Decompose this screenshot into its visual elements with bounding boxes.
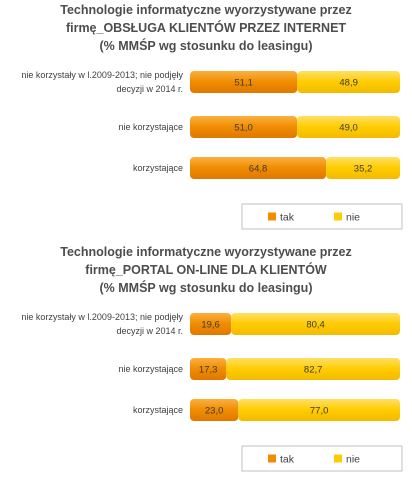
data-label-tak: 51,1 bbox=[234, 78, 253, 89]
data-label-tak: 64,8 bbox=[249, 164, 268, 175]
chart-title-line: Technologie informatyczne wyorzystywane … bbox=[60, 245, 352, 259]
legend: tak nie bbox=[241, 445, 403, 472]
category-label: nie korzystające bbox=[118, 122, 183, 132]
legend-label-tak: tak bbox=[280, 212, 295, 224]
bar-nie bbox=[326, 157, 400, 179]
legend-swatch-tak bbox=[268, 212, 276, 221]
category-label: nie korzystały w l.2009-2013; nie podjęł… bbox=[21, 70, 183, 80]
category-label: decyzji w 2014 r. bbox=[116, 84, 183, 94]
bar-tak bbox=[190, 116, 298, 138]
bar-tak bbox=[190, 399, 239, 421]
legend-swatch-tak bbox=[268, 454, 276, 463]
chart-1: Technologie informatyczne wyorzystywane … bbox=[21, 3, 403, 230]
legend-label-nie: nie bbox=[346, 212, 360, 224]
legend-label-tak: tak bbox=[280, 454, 295, 466]
data-label-nie: 77,0 bbox=[310, 406, 329, 417]
bar-tak bbox=[190, 313, 232, 335]
bar-tak bbox=[190, 358, 227, 380]
data-label-nie: 48,9 bbox=[339, 78, 358, 89]
legend: tak nie bbox=[241, 203, 403, 230]
category-label: korzystające bbox=[133, 163, 183, 173]
bar-tak bbox=[190, 157, 327, 179]
bar-nie bbox=[231, 313, 400, 335]
chart-title-line: (% MMŚP wg stosunku do leasingu) bbox=[100, 38, 313, 53]
data-label-tak: 19,6 bbox=[201, 320, 220, 331]
legend-label-nie: nie bbox=[346, 454, 360, 466]
category-label: nie korzystały w l.2009-2013; nie podjęł… bbox=[21, 312, 183, 322]
bar-tak bbox=[190, 71, 298, 93]
category-label: nie korzystające bbox=[118, 364, 183, 374]
chart-title-line: firmę_OBSŁUGA KLIENTÓW PRZEZ INTERNET bbox=[66, 20, 346, 35]
chart-title-line: Technologie informatyczne wyorzystywane … bbox=[60, 3, 352, 17]
data-label-nie: 82,7 bbox=[304, 365, 323, 376]
data-label-tak: 17,3 bbox=[199, 365, 218, 376]
bar-nie bbox=[297, 71, 400, 93]
data-label-nie: 80,4 bbox=[306, 320, 325, 331]
bar-nie bbox=[226, 358, 400, 380]
legend-box bbox=[241, 203, 403, 230]
legend-swatch-nie bbox=[334, 212, 342, 221]
chart-title-line: firmę_PORTAL ON-LINE DLA KLIENTÓW bbox=[85, 262, 327, 277]
legend-swatch-nie bbox=[334, 454, 342, 463]
bar-nie bbox=[297, 116, 400, 138]
bar-nie bbox=[238, 399, 400, 421]
category-label: decyzji w 2014 r. bbox=[116, 326, 183, 336]
legend-box bbox=[241, 445, 403, 472]
data-label-tak: 23,0 bbox=[205, 406, 224, 417]
category-label: korzystające bbox=[133, 405, 183, 415]
chart-2: Technologie informatyczne wyorzystywane … bbox=[21, 245, 403, 472]
chart-title-line: (% MMŚP wg stosunku do leasingu) bbox=[100, 280, 313, 295]
data-label-nie: 49,0 bbox=[339, 123, 358, 134]
data-label-nie: 35,2 bbox=[354, 164, 373, 175]
data-label-tak: 51,0 bbox=[234, 123, 253, 134]
